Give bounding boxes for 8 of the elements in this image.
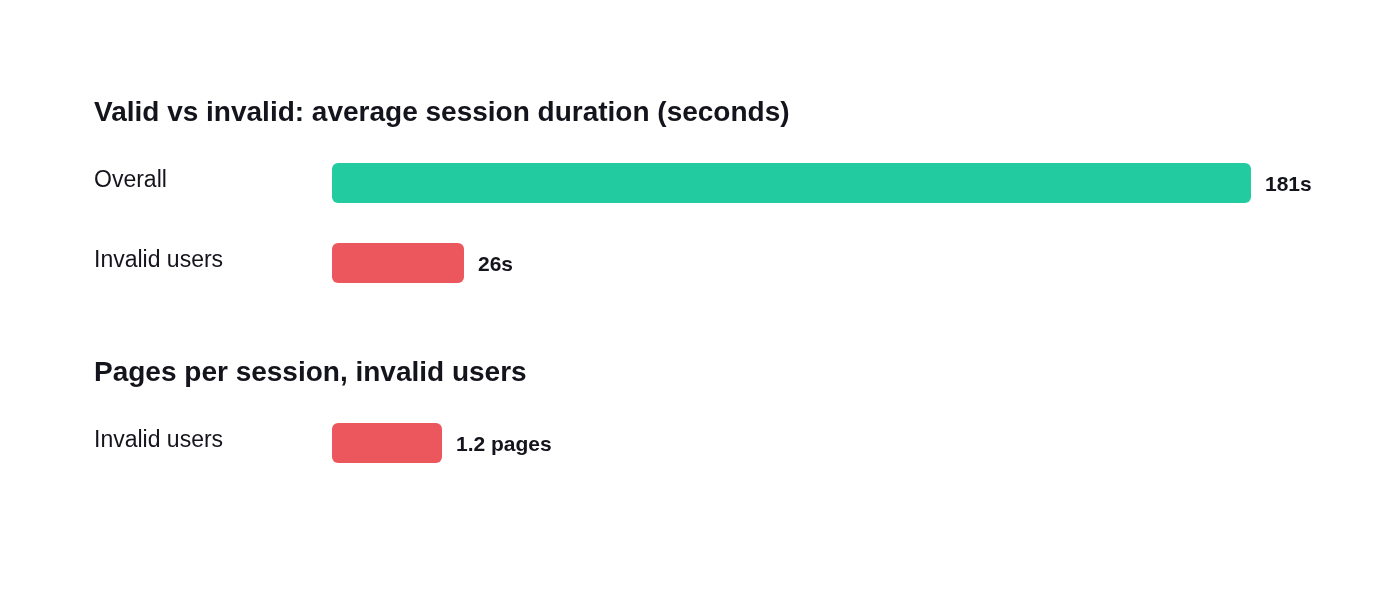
data-label: 26s bbox=[478, 252, 514, 275]
data-label: 181s bbox=[1265, 172, 1312, 195]
y-tick-label: Invalid users bbox=[94, 246, 224, 272]
y-tick-label: Overall bbox=[94, 166, 167, 192]
y-tick-label: Invalid users bbox=[94, 426, 224, 452]
chart-title: Pages per session, invalid users bbox=[94, 356, 527, 387]
chart-title: Valid vs invalid: average session duration (seconds) bbox=[94, 96, 790, 127]
data-label: 1.2 pages bbox=[456, 432, 552, 455]
